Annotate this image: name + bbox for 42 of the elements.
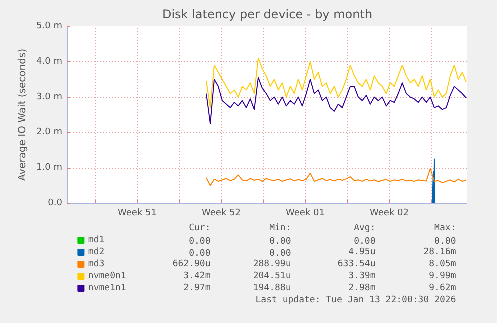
text: 4.95u (348, 248, 376, 258)
legend-label: nvme0n1 (88, 272, 126, 282)
y-tick-label: 2.0 m (36, 128, 63, 138)
text: 0.00 (270, 237, 292, 247)
text: Last update: Tue Jan 13 22:00:30 2026 (256, 296, 456, 306)
text: 633.54u (338, 260, 376, 270)
text: 0.00 (189, 249, 211, 259)
text: 8.05m (429, 260, 456, 270)
text: 194.88u (253, 284, 292, 294)
x-tick-label: Week 52 (202, 208, 241, 218)
x-tick-label: Week 51 (118, 208, 157, 218)
text: 0.00 (354, 237, 376, 247)
y-tick-label: 4.0 m (36, 56, 63, 67)
legend-label: md3 (88, 260, 105, 270)
text: Max: (434, 224, 456, 234)
text: Avg: (354, 224, 376, 234)
text: 3.39m (348, 272, 376, 282)
text: 0.00 (189, 237, 211, 247)
legend-label: md1 (88, 236, 105, 246)
chart-title: Disk latency per device - by month (162, 8, 373, 22)
text: Min: (270, 224, 292, 234)
text: 2.97m (184, 284, 211, 294)
text: 9.62m (429, 284, 456, 294)
y-axis-title: Average IO Wait (seconds) (18, 48, 29, 182)
y-tick-label: 3.0 m (36, 92, 63, 102)
legend-label: md2 (88, 248, 105, 258)
text: 288.99u (253, 260, 292, 270)
text: 0.00 (270, 249, 292, 259)
text: 0.00 (434, 237, 456, 247)
x-tick-label: Week 01 (286, 208, 325, 218)
text: 2.98m (348, 284, 376, 294)
y-tick-label: 5.0 m (36, 22, 63, 32)
text: 662.90u (172, 260, 211, 270)
y-tick-label: 1.0 m (36, 163, 63, 174)
text: Cur: (189, 224, 211, 234)
x-tick-label: Week 02 (370, 208, 409, 218)
text: 9.99m (429, 272, 456, 282)
text: 28.16m (424, 248, 456, 258)
text: 3.42m (184, 272, 211, 282)
y-tick-label: 0.0 (48, 198, 63, 208)
text: 204.51u (253, 272, 292, 282)
legend-label: nvme1n1 (88, 284, 126, 294)
